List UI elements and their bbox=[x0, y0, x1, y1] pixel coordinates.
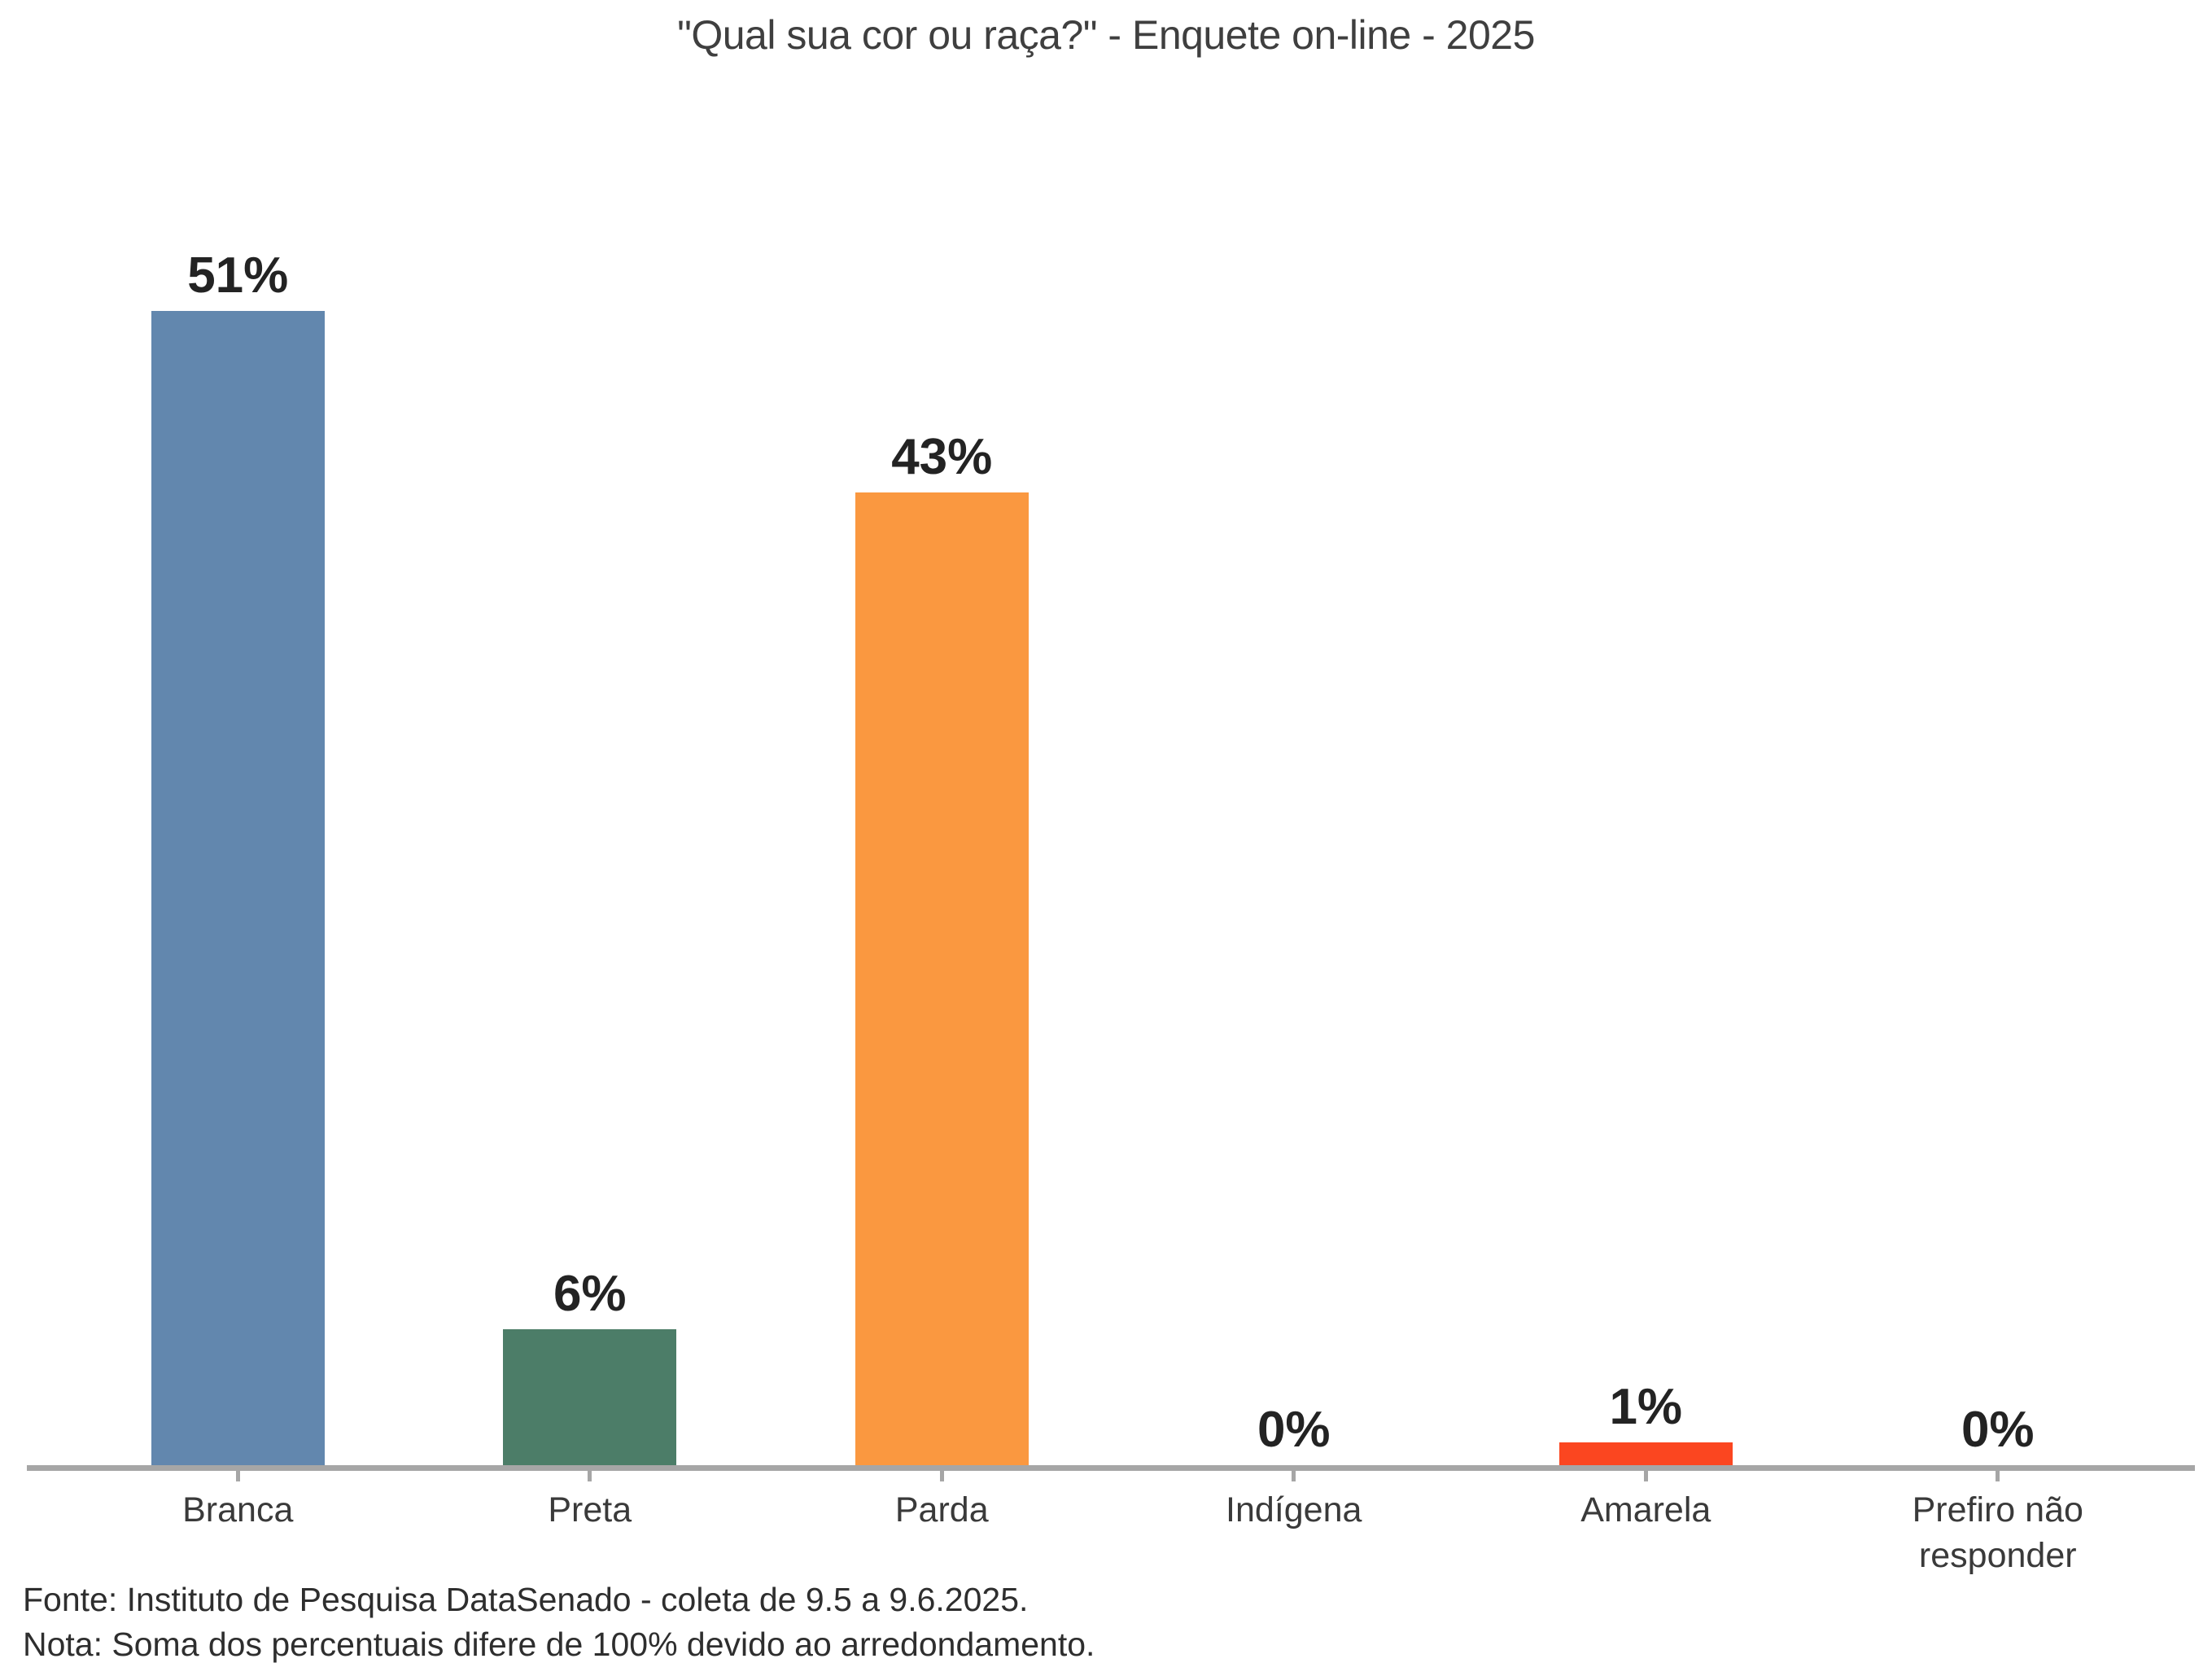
x-axis-labels: Branca Preta Parda Indígena Amarela Pref… bbox=[62, 1488, 2174, 1579]
bar-amarela bbox=[1558, 1442, 1733, 1465]
chart-title: "Qual sua cor ou raça?" - Enquete on-lin… bbox=[677, 12, 1535, 58]
bar-group-branca: 51% bbox=[62, 114, 414, 1465]
tick-prefiro-nao-responder bbox=[1996, 1471, 2000, 1481]
chart-footnotes: Fonte: Instituto de Pesquisa DataSenado … bbox=[23, 1578, 1095, 1666]
category-label-parda: Parda bbox=[894, 1490, 989, 1529]
tick-indigena bbox=[1292, 1471, 1296, 1481]
value-label: 6% bbox=[553, 1266, 627, 1322]
plot-area: 51% 6% 43% 0% 1% 0% bbox=[62, 114, 2174, 1465]
x-axis-line bbox=[27, 1465, 2195, 1471]
value-label: 0% bbox=[1257, 1402, 1331, 1458]
tick-preta bbox=[588, 1471, 592, 1481]
x-axis-ticks bbox=[62, 1471, 2174, 1481]
bar-branca bbox=[151, 311, 325, 1465]
bar-group-parda: 43% bbox=[766, 114, 1118, 1465]
value-label: 51% bbox=[187, 247, 289, 304]
bar-group-prefiro-nao-responder: 0% bbox=[1822, 114, 2175, 1465]
category-label-branca: Branca bbox=[182, 1490, 294, 1529]
bar-parda bbox=[855, 492, 1029, 1465]
tick-parda bbox=[939, 1471, 944, 1481]
rounding-note: Nota: Soma dos percentuais difere de 100… bbox=[23, 1625, 1095, 1663]
bar-group-preta: 6% bbox=[414, 114, 767, 1465]
category-label-preta: Preta bbox=[548, 1490, 632, 1529]
tick-branca bbox=[235, 1471, 240, 1481]
category-label-indigena: Indígena bbox=[1226, 1490, 1362, 1529]
bar-preta bbox=[503, 1329, 677, 1465]
bar-group-amarela: 1% bbox=[1470, 114, 1822, 1465]
value-label: 43% bbox=[891, 429, 993, 485]
category-label-prefiro-nao-responder: Prefiro não responder bbox=[1912, 1490, 2083, 1575]
value-label: 1% bbox=[1609, 1379, 1683, 1435]
bar-group-indigena: 0% bbox=[1118, 114, 1471, 1465]
tick-amarela bbox=[1643, 1471, 1648, 1481]
source-note: Fonte: Instituto de Pesquisa DataSenado … bbox=[23, 1581, 1029, 1618]
category-label-amarela: Amarela bbox=[1580, 1490, 1711, 1529]
value-label: 0% bbox=[1961, 1402, 2035, 1458]
